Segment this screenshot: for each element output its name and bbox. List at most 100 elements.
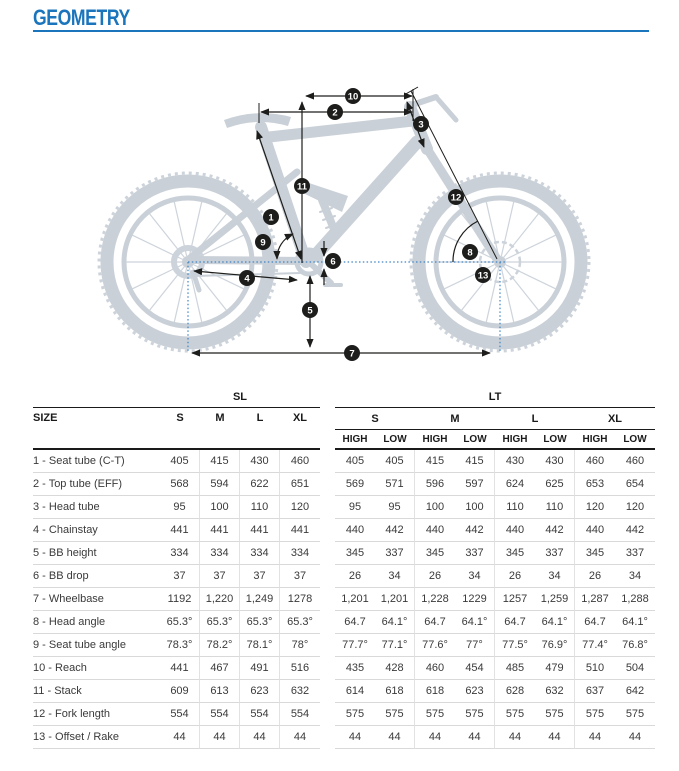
table-cell-sl: 568 — [160, 473, 200, 496]
table-cell-lt: 575 — [455, 703, 495, 726]
table-cell-lt: 44 — [575, 726, 615, 749]
table-cell-lt: 642 — [615, 680, 655, 703]
marker-number: 2 — [332, 107, 337, 118]
table-cell-sl: 44 — [280, 726, 320, 749]
wheel-spoke — [503, 266, 540, 311]
wheel-spoke — [505, 234, 557, 260]
table-cell-sl: 1192 — [160, 588, 200, 611]
table-cell-lt: 575 — [375, 703, 415, 726]
table-cell-lt: 26 — [495, 565, 535, 588]
table-cell-lt: 1229 — [455, 588, 495, 611]
lt-subheader-low: LOW — [375, 430, 415, 450]
table-cell-sl: 623 — [240, 680, 280, 703]
table-cell-lt: 77.7° — [335, 634, 375, 657]
table-cell-lt: 442 — [375, 519, 415, 542]
table-cell-lt: 654 — [615, 473, 655, 496]
table-cell-sl: 1,249 — [240, 588, 280, 611]
row-label: 9 - Seat tube angle — [33, 634, 160, 657]
table-cell-lt: 624 — [495, 473, 535, 496]
table-cell-lt: 34 — [455, 565, 495, 588]
title-underline — [33, 30, 649, 32]
table-cell-sl: 441 — [160, 657, 200, 680]
table-cell-sl: 609 — [160, 680, 200, 703]
marker-dot-6 — [325, 253, 341, 269]
table-cell-lt: 64.1° — [615, 611, 655, 634]
table-cell-lt: 110 — [495, 496, 535, 519]
table-cell-lt: 77.4° — [575, 634, 615, 657]
lt-size-header: M — [415, 408, 495, 430]
table-cell-sl: 594 — [200, 473, 240, 496]
lt-subheader-low: LOW — [535, 430, 575, 450]
table-cell-sl: 120 — [280, 496, 320, 519]
row-label: 6 - BB drop — [33, 565, 160, 588]
marker-dot-5 — [302, 302, 318, 318]
table-cell-lt: 479 — [535, 657, 575, 680]
lt-size-header: L — [495, 408, 575, 430]
table-cell-lt: 653 — [575, 473, 615, 496]
table-cell-sl: 65.3° — [280, 611, 320, 634]
table-cell-lt: 575 — [335, 703, 375, 726]
table-cell-lt: 64.1° — [375, 611, 415, 634]
sl-size-header: S — [160, 408, 200, 450]
table-cell-sl: 78° — [280, 634, 320, 657]
lt-subheader-high: HIGH — [415, 430, 455, 450]
table-cell-lt: 460 — [575, 450, 615, 473]
row-label: 2 - Top tube (EFF) — [33, 473, 160, 496]
table-cell-lt: 597 — [455, 473, 495, 496]
table-cell-sl: 44 — [160, 726, 200, 749]
table-cell-sl: 516 — [280, 657, 320, 680]
table-cell-lt: 415 — [415, 450, 455, 473]
arc-head-angle — [452, 220, 479, 263]
table-cell-lt: 77.1° — [375, 634, 415, 657]
table-cell-lt: 1257 — [495, 588, 535, 611]
table-cell-sl: 65.3° — [200, 611, 240, 634]
table-cell-sl: 37 — [280, 565, 320, 588]
table-cell-lt: 77.6° — [415, 634, 455, 657]
table-cell-lt: 415 — [455, 450, 495, 473]
marker-dot-7 — [344, 345, 360, 361]
marker-number: 12 — [451, 192, 462, 203]
table-cell-sl: 334 — [280, 542, 320, 565]
table-cell-lt: 428 — [375, 657, 415, 680]
table-cell-lt: 26 — [335, 565, 375, 588]
sl-size-header: L — [240, 408, 280, 450]
table-cell-lt: 44 — [615, 726, 655, 749]
marker-dot-3 — [413, 116, 429, 132]
table-cell-lt: 575 — [575, 703, 615, 726]
table-cell-lt: 100 — [415, 496, 455, 519]
table-cell-lt: 64.1° — [455, 611, 495, 634]
row-label: 8 - Head angle — [33, 611, 160, 634]
table-cell-sl: 467 — [200, 657, 240, 680]
marker-number: 11 — [297, 181, 308, 192]
table-cell-lt: 618 — [375, 680, 415, 703]
wheel-spoke — [500, 267, 515, 323]
table-cell-lt: 34 — [375, 565, 415, 588]
table-cell-sl: 78.2° — [200, 634, 240, 657]
table-cell-lt: 575 — [495, 703, 535, 726]
lt-size-header: S — [335, 408, 415, 430]
table-cell-sl: 37 — [160, 565, 200, 588]
table-cell-lt: 435 — [335, 657, 375, 680]
table-cell-lt: 623 — [455, 680, 495, 703]
table-cell-lt: 337 — [535, 542, 575, 565]
lt-size-header: XL — [575, 408, 655, 430]
marker-number: 10 — [348, 91, 359, 102]
table-cell-lt: 26 — [575, 565, 615, 588]
table-cell-sl: 1,220 — [200, 588, 240, 611]
table-cell-sl: 65.3° — [160, 611, 200, 634]
table-cell-sl: 65.3° — [240, 611, 280, 634]
table-cell-lt: 76.9° — [535, 634, 575, 657]
table-cell-lt: 1,287 — [575, 588, 615, 611]
table-cell-sl: 554 — [200, 703, 240, 726]
table-cell-sl: 415 — [200, 450, 240, 473]
marker-dot-12 — [448, 189, 464, 205]
group-header-sl: SL — [160, 388, 320, 408]
table-cell-lt: 337 — [615, 542, 655, 565]
table-cell-lt: 26 — [415, 565, 455, 588]
group-header-lt: LT — [335, 388, 655, 408]
table-cell-lt: 76.8° — [615, 634, 655, 657]
table-cell-lt: 569 — [335, 473, 375, 496]
table-cell-lt: 337 — [455, 542, 495, 565]
table-cell-lt: 460 — [615, 450, 655, 473]
